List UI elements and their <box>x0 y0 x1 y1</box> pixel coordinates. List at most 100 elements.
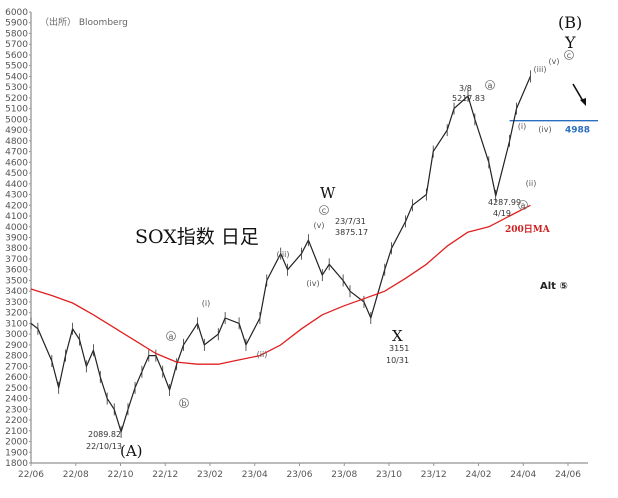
y-tick-label: 3300 <box>5 298 28 308</box>
wave-circle-marker <box>319 205 329 215</box>
y-tick-label: 4800 <box>5 137 28 147</box>
y-tick-label: 2600 <box>5 373 28 383</box>
y-tick-label: 3000 <box>5 330 28 340</box>
wave-sub-label: (iv) <box>306 279 319 288</box>
wave-label: X <box>392 327 403 345</box>
annotation-label: 10/31 <box>386 356 409 365</box>
wave-sub-label: (iii) <box>534 65 547 74</box>
wave-sub-label: (v) <box>314 221 325 230</box>
y-tick-label: 4500 <box>5 169 28 179</box>
y-tick-label: 2200 <box>5 416 28 426</box>
wave-sub-label: c <box>567 51 571 60</box>
y-tick-label: 5800 <box>5 29 28 39</box>
wave-sub-label: c <box>322 206 326 215</box>
y-tick-label: 3800 <box>5 244 28 254</box>
annotation-label: 3/8 <box>459 84 472 93</box>
x-tick-label: 24/02 <box>466 470 492 480</box>
y-tick-label: 3500 <box>5 276 28 286</box>
annotation-label: 3875.17 <box>335 228 368 237</box>
x-tick-label: 23/10 <box>376 470 402 480</box>
annotation-label: 5217.83 <box>452 94 485 103</box>
x-tick-label: 23/04 <box>242 470 268 480</box>
y-tick-label: 5200 <box>5 94 28 104</box>
y-tick-label: 1800 <box>5 459 28 469</box>
source-label: （出所） Bloomberg <box>40 16 128 28</box>
wave-sub-label: (v) <box>549 57 560 66</box>
wave-sub-label: (i) <box>202 299 210 308</box>
y-tick-label: 4600 <box>5 158 28 168</box>
wave-label: Y <box>564 33 576 52</box>
wave-circle-marker <box>485 80 495 90</box>
x-tick-label: 22/08 <box>63 470 89 480</box>
y-tick-label: 4900 <box>5 126 28 136</box>
wave-circle-marker <box>179 398 189 408</box>
wave-label: (A) <box>120 442 143 460</box>
wave-sub-label: a <box>169 332 174 341</box>
y-tick-label: 4200 <box>5 201 28 211</box>
x-tick-label: 23/12 <box>421 470 447 480</box>
y-tick-label: 5600 <box>5 51 28 61</box>
y-tick-label: 5900 <box>5 19 28 29</box>
ma200-line <box>30 204 531 365</box>
y-tick-label: 5700 <box>5 40 28 50</box>
y-tick-label: 2100 <box>5 427 28 437</box>
wave-circle-marker <box>564 50 574 60</box>
x-tick-label: 22/10 <box>108 470 134 480</box>
wave-circle-marker <box>518 200 528 210</box>
y-tick-label: 2300 <box>5 405 28 415</box>
wave-sub-label: (iii) <box>277 250 290 259</box>
chart-title: SOX指数 日足 <box>135 226 259 248</box>
alt-label: Alt ⑤ <box>540 281 568 292</box>
y-tick-label: 3200 <box>5 309 28 319</box>
y-tick-label: 2700 <box>5 362 28 372</box>
y-tick-label: 3900 <box>5 234 28 244</box>
annotation-label: 3151 <box>389 344 409 353</box>
annotation-label: 23/7/31 <box>335 217 366 226</box>
down-arrow <box>572 83 584 102</box>
wave-sub-label: a <box>488 81 493 90</box>
wave-sub-label: (i) <box>518 122 526 131</box>
y-tick-label: 5000 <box>5 115 28 125</box>
y-tick-label: 2000 <box>5 438 28 448</box>
down-arrow-head <box>580 98 586 106</box>
wave-label: W <box>320 184 336 202</box>
annotation-label: 4/19 <box>493 209 511 218</box>
y-tick-label: 5500 <box>5 62 28 72</box>
y-tick-label: 3400 <box>5 287 28 297</box>
annotation-label: 2089.82 <box>88 430 121 439</box>
y-tick-label: 2800 <box>5 352 28 362</box>
x-tick-label: 22/06 <box>18 470 44 480</box>
y-tick-label: 2900 <box>5 341 28 351</box>
x-axis: 22/06 22/08 22/10 22/12 23/02 23/04 23/06 23/08… <box>18 462 588 480</box>
annotation-label: 22/10/13 <box>86 442 122 451</box>
y-tick-label: 4700 <box>5 148 28 158</box>
annotation-label: 4287.99 <box>488 198 521 207</box>
y-tick-label: 5400 <box>5 72 28 82</box>
wave-sub-label: (iv) <box>538 125 551 134</box>
y-tick-label: 3700 <box>5 255 28 265</box>
y-tick-label: 1900 <box>5 448 28 458</box>
y-tick-label: 2400 <box>5 395 28 405</box>
x-tick-label: 24/06 <box>555 470 581 480</box>
wave-circle-marker <box>166 331 176 341</box>
y-axis: 1800190020002100220023002400250026002700… <box>5 8 32 469</box>
y-tick-label: 5300 <box>5 83 28 93</box>
wave-sub-label: a <box>521 201 526 210</box>
y-tick-label: 4000 <box>5 223 28 233</box>
y-tick-label: 2500 <box>5 384 28 394</box>
x-tick-label: 22/12 <box>152 470 178 480</box>
y-tick-label: 5100 <box>5 105 28 115</box>
plot-area: 4988 200日MA 2089.82 22/10/13 23/7/31 3875.17 3… <box>30 13 598 460</box>
x-tick-label: 23/02 <box>197 470 223 480</box>
y-tick-label: 4400 <box>5 180 28 190</box>
reference-level-label: 4988 <box>565 126 590 136</box>
y-tick-label: 3100 <box>5 319 28 329</box>
wave-sub-label: (ii) <box>526 179 537 188</box>
y-tick-label: 4300 <box>5 191 28 201</box>
y-tick-label: 4100 <box>5 212 28 222</box>
wave-sub-label: (ii) <box>257 350 268 359</box>
y-tick-label: 3600 <box>5 266 28 276</box>
wave-label: (B) <box>558 13 582 32</box>
ma-label: 200日MA <box>505 224 551 235</box>
